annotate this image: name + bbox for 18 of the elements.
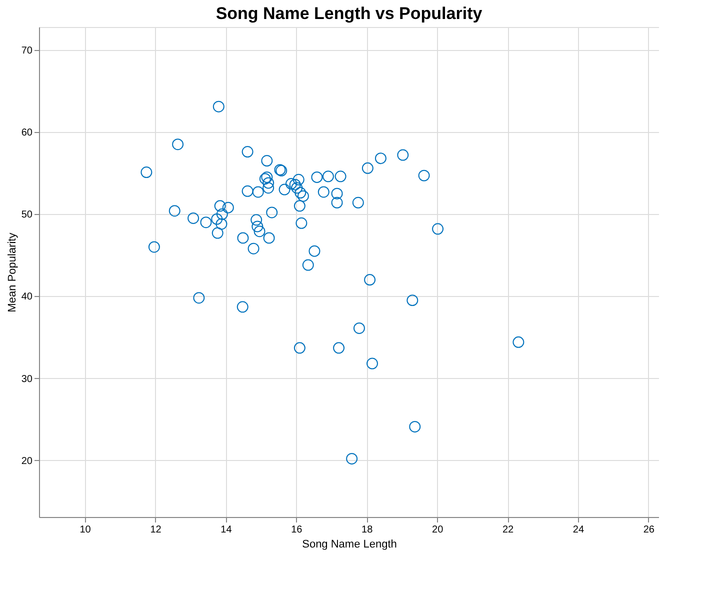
y-tick-label: 30: [21, 374, 33, 385]
x-tick-label: 10: [80, 524, 92, 536]
y-tick-label: 40: [21, 292, 33, 303]
x-axis-title: Song Name Length: [302, 538, 397, 550]
x-tick-label: 20: [432, 524, 444, 536]
x-tick-label: 22: [502, 524, 514, 536]
x-tick-label: 18: [362, 524, 374, 536]
y-tick-label: 70: [21, 45, 33, 56]
x-tick-label: 12: [150, 524, 162, 536]
x-tick-label: 14: [220, 524, 232, 536]
chart-title: Song Name Length vs Popularity: [216, 4, 483, 23]
y-tick-label: 60: [21, 128, 33, 139]
y-tick-label: 50: [21, 210, 33, 221]
y-axis-title: Mean Popularity: [6, 232, 18, 312]
y-tick-label: 20: [21, 456, 33, 467]
x-tick-label: 24: [572, 524, 584, 536]
x-tick-label: 16: [291, 524, 303, 536]
x-tick-label: 26: [643, 524, 655, 536]
